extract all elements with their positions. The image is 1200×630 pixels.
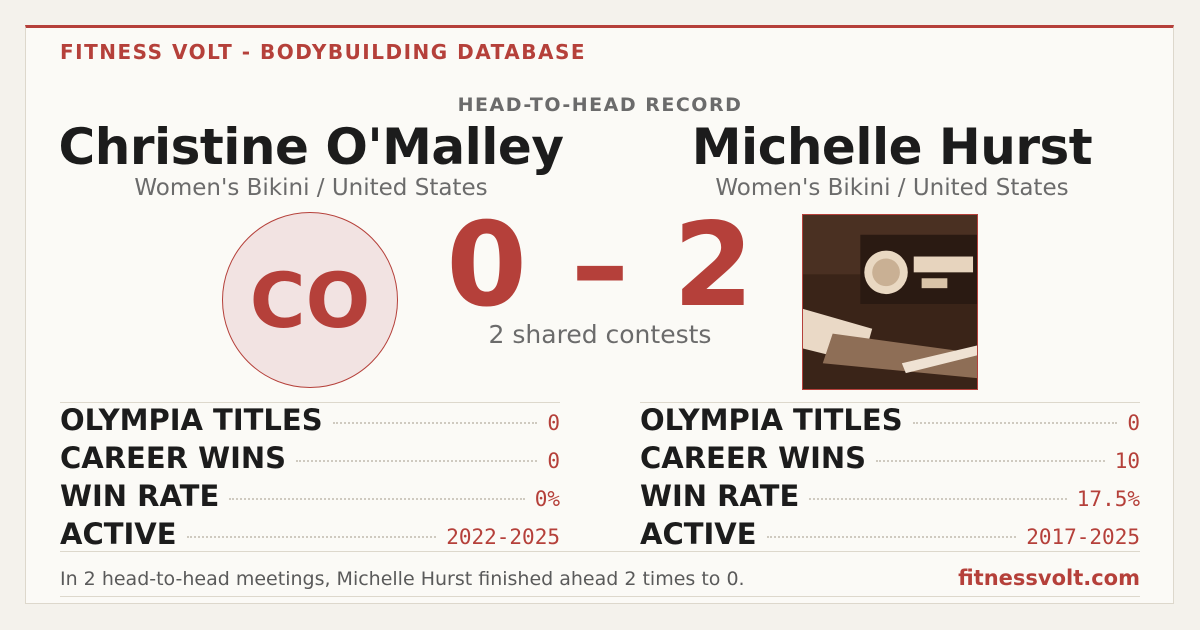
score-right: 2 [673,198,754,333]
footer-bar [60,551,1140,597]
stats-table: OLYMPIA TITLES 0 CAREER WINS 10 WIN RATE 17.5… [640,402,1140,555]
leader-dots [229,498,525,500]
leader-dots [332,422,538,424]
stat-label: ACTIVE [640,517,757,551]
stat-value: 0 [547,411,560,435]
stat-value: 0% [534,487,560,511]
score-separator: – [571,198,629,333]
section-title: HEAD-TO-HEAD RECORD [457,94,743,116]
stat-label: OLYMPIA TITLES [640,403,903,437]
card [25,25,1174,604]
stat-label: OLYMPIA TITLES [60,403,323,437]
stat-label: CAREER WINS [60,441,287,475]
stat-value: 2017-2025 [1026,525,1140,549]
stat-row: WIN RATE 0% [60,479,560,517]
brand: FITNESS VOLT - BODYBUILDING DATABASE [60,40,587,64]
stat-value: 10 [1114,449,1140,473]
stat-label: WIN RATE [640,479,800,513]
score: 0–2 [400,198,800,333]
stats-table: OLYMPIA TITLES 0 CAREER WINS 0 WIN RATE 0% ACT… [60,402,560,555]
leader-dots [809,498,1067,500]
competitor-division: Women's Bikini / United States [134,175,488,201]
stat-row: OLYMPIA TITLES 0 [640,403,1140,441]
stat-value: 17.5% [1076,487,1140,511]
leader-dots [876,460,1105,462]
stat-row: OLYMPIA TITLES 0 [60,403,560,441]
stat-row: ACTIVE 2022-2025 [60,517,560,555]
stat-row: WIN RATE 17.5% [640,479,1140,517]
stat-value: 0 [1127,411,1140,435]
stat-row: CAREER WINS 0 [60,441,560,479]
leader-dots [766,536,1017,538]
stat-label: CAREER WINS [640,441,867,475]
competitor-name: Christine O'Malley [58,118,564,176]
site-link[interactable]: fitnessvolt.com [958,566,1140,590]
competitor-division: Women's Bikini / United States [715,175,1069,201]
score-caption: 2 shared contests [488,320,712,349]
summary: In 2 head-to-head meetings, Michelle Hur… [60,568,745,590]
competitor-name: Michelle Hurst [691,118,1093,176]
leader-dots [296,460,538,462]
avatar-initials: CO [222,212,398,388]
leader-dots [186,536,437,538]
stat-label: WIN RATE [60,479,220,513]
stat-value: 2022-2025 [446,525,560,549]
stat-value: 0 [547,449,560,473]
leader-dots [912,422,1118,424]
score-left: 0 [446,198,527,333]
stat-label: ACTIVE [60,517,177,551]
competitor-photo [802,214,978,390]
stat-row: CAREER WINS 10 [640,441,1140,479]
stat-row: ACTIVE 2017-2025 [640,517,1140,555]
